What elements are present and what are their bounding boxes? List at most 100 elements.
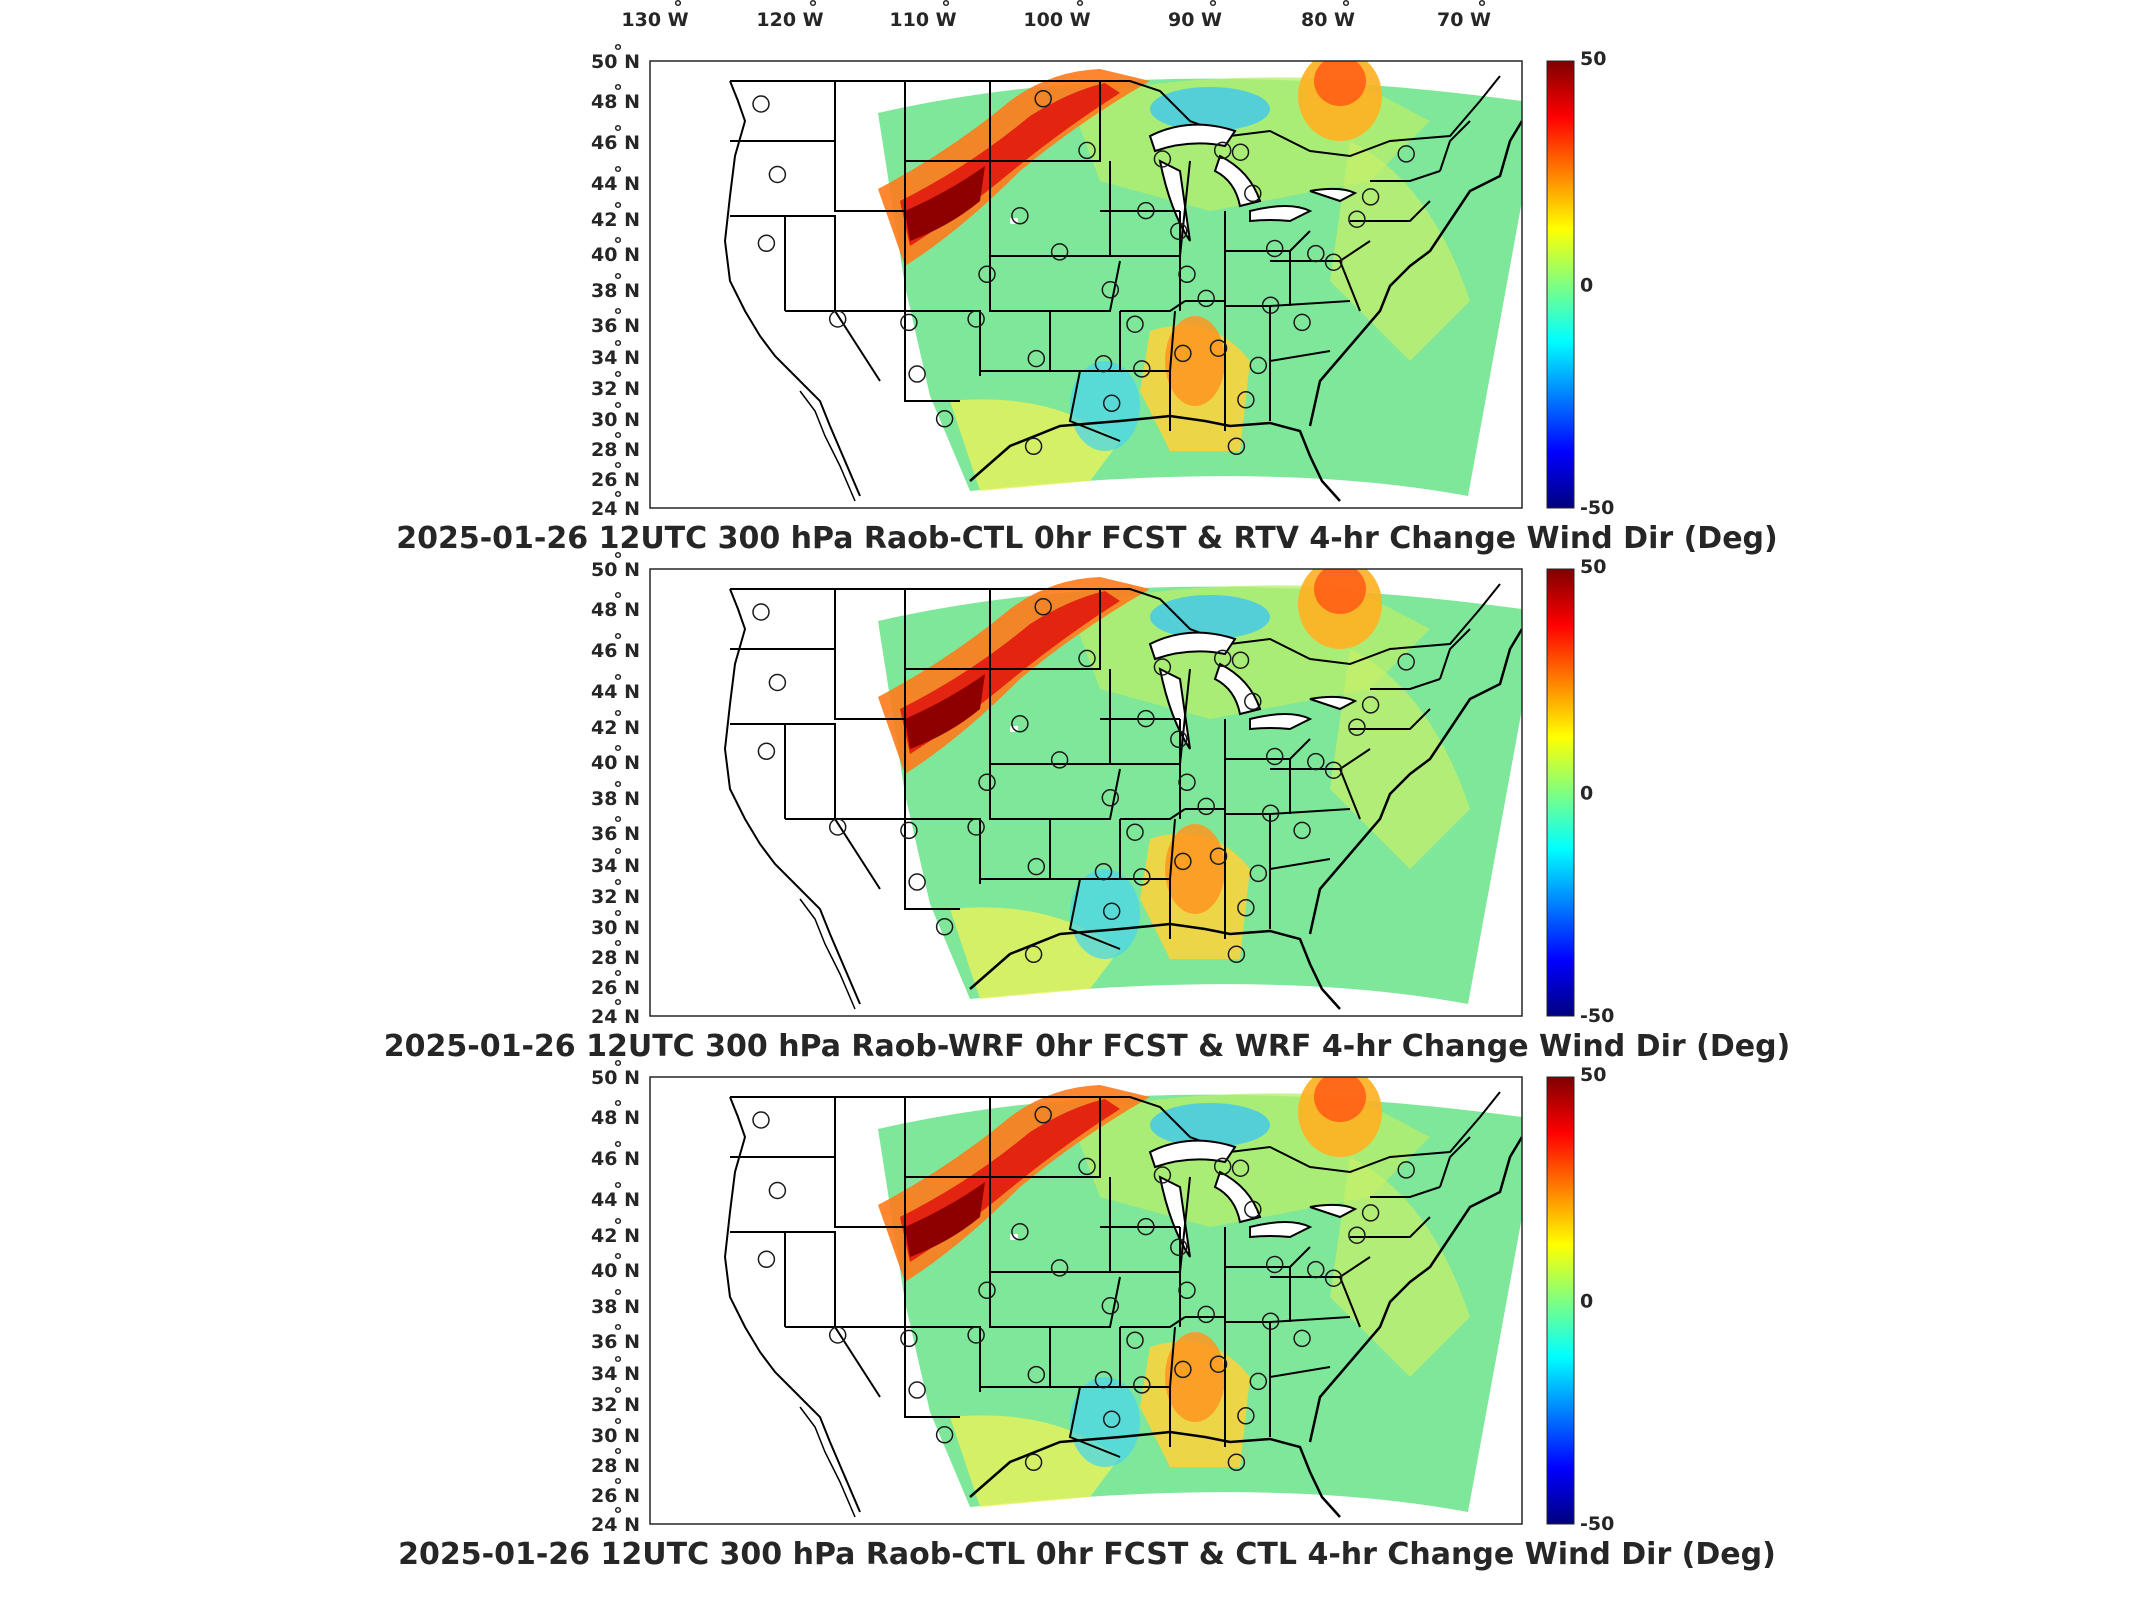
raob-station-marker xyxy=(1027,349,1046,368)
raob-station-marker xyxy=(1153,1166,1172,1184)
degree-symbol: ° xyxy=(613,549,623,571)
degree-symbol: ° xyxy=(808,0,818,19)
raob-station-marker xyxy=(1293,821,1311,840)
degree-symbol: ° xyxy=(613,1138,623,1160)
raob-station-marker xyxy=(1034,90,1052,108)
lat-tick-label: 28 N xyxy=(591,1455,640,1477)
raob-station-marker xyxy=(908,365,926,383)
panel-title: 2025-01-26 12UTC 300 hPa Raob-CTL 0hr FC… xyxy=(396,521,1778,556)
degree-symbol: ° xyxy=(613,996,623,1018)
raob-station-marker xyxy=(1126,823,1144,841)
lat-tick-label: 48 N xyxy=(591,599,640,621)
lat-tick-label: 46 N xyxy=(591,132,640,154)
axes-frame xyxy=(649,1076,1523,1525)
lat-tick-label: 44 N xyxy=(591,173,640,195)
raob-station-marker xyxy=(1050,243,1069,261)
raob-station-marker xyxy=(1249,356,1268,375)
raob-station-marker xyxy=(1213,649,1232,668)
lat-tick-label: 32 N xyxy=(591,1394,640,1416)
raob-station-marker xyxy=(1361,188,1380,206)
raob-station-marker xyxy=(1209,1355,1228,1373)
lat-tick-label: 30 N xyxy=(591,917,640,939)
degree-symbol: ° xyxy=(1341,0,1351,19)
raob-station-marker xyxy=(1307,1260,1325,1279)
raob-station-marker xyxy=(1209,847,1228,865)
raob-station-marker xyxy=(935,1426,954,1444)
raob-station-marker xyxy=(1307,244,1325,263)
lat-tick-label: 42 N xyxy=(591,717,640,739)
raob-station-marker xyxy=(1174,1360,1192,1379)
raob-station-marker xyxy=(1027,857,1046,876)
degree-symbol: ° xyxy=(673,0,683,19)
degree-symbol: ° xyxy=(613,1504,623,1526)
lat-tick-label: 34 N xyxy=(591,1363,640,1385)
raob-station-marker xyxy=(967,1326,985,1344)
degree-symbol: ° xyxy=(613,630,623,652)
raob-station-marker xyxy=(1024,1453,1043,1472)
lat-tick-label: 38 N xyxy=(591,788,640,810)
raob-station-marker xyxy=(1231,143,1250,161)
axes-frame xyxy=(649,568,1523,1017)
raob-station-marker xyxy=(1024,437,1043,456)
degree-symbol: ° xyxy=(613,1445,623,1467)
degree-symbol: ° xyxy=(613,459,623,481)
degree-symbol: ° xyxy=(613,337,623,359)
lat-tick-label: 36 N xyxy=(591,823,640,845)
raob-station-marker xyxy=(1197,797,1215,816)
degree-symbol: ° xyxy=(613,81,623,103)
raob-station-marker xyxy=(1249,1372,1268,1391)
raob-station-marker xyxy=(1293,1329,1311,1348)
raob-station-marker xyxy=(1261,804,1280,822)
raob-station-marker xyxy=(1261,1312,1280,1330)
raob-station-marker xyxy=(1102,394,1121,413)
raob-station-marker xyxy=(1197,1305,1215,1324)
raob-station-marker xyxy=(1011,715,1029,733)
colorbar-gradient xyxy=(1546,568,1575,1017)
raob-station-marker xyxy=(1237,391,1255,409)
raob-station-marker xyxy=(1249,864,1268,883)
raob-station-marker xyxy=(757,742,776,761)
lon-tick-label: 100 W xyxy=(1023,9,1090,31)
colorbar: 50 0 -50 xyxy=(1546,556,1614,1027)
raob-station-marker xyxy=(978,1281,996,1300)
raob-station-marker xyxy=(1213,141,1232,160)
raob-station-marker xyxy=(1397,1161,1415,1179)
raob-station-marker xyxy=(1178,1281,1196,1300)
lat-tick-label: 34 N xyxy=(591,855,640,877)
lat-tick-label: 40 N xyxy=(591,1260,640,1282)
degree-symbol: ° xyxy=(613,1475,623,1497)
raob-station-marker xyxy=(1231,651,1250,669)
raob-station-marker xyxy=(1324,761,1343,779)
degree-symbol: ° xyxy=(613,707,623,729)
degree-symbol: ° xyxy=(613,234,623,256)
colorbar: 50 0 -50 xyxy=(1546,48,1614,519)
raob-station-marker xyxy=(1101,281,1120,299)
colorbar: 50 0 -50 xyxy=(1546,1064,1614,1535)
colorbar-tick-min: -50 xyxy=(1580,1005,1614,1027)
lon-tick-label: 120 W xyxy=(756,9,823,31)
raob-station-marker xyxy=(1348,210,1366,228)
raob-station-marker xyxy=(1011,1223,1029,1241)
raob-station-marker xyxy=(1102,1410,1121,1429)
raob-station-marker xyxy=(1348,718,1366,736)
raob-station-marker xyxy=(757,1250,776,1269)
raob-station-marker xyxy=(1174,852,1192,871)
raob-station-marker xyxy=(1137,201,1155,220)
degree-symbol: ° xyxy=(613,488,623,510)
map-panel-2: 50 N°48 N°46 N°44 N°42 N°40 N°38 N°36 N°… xyxy=(384,549,1791,1064)
raob-station-marker xyxy=(908,1381,926,1399)
degree-symbol: ° xyxy=(1075,0,1085,19)
degree-symbol: ° xyxy=(613,1286,623,1308)
raob-station-marker xyxy=(1094,1370,1113,1389)
raob-station-marker xyxy=(1237,1407,1255,1425)
degree-symbol: ° xyxy=(613,122,623,144)
raob-station-marker xyxy=(1050,751,1069,769)
colorbar-tick-max: 50 xyxy=(1580,1064,1606,1086)
lat-tick-label: 30 N xyxy=(591,409,640,431)
lat-tick-label: 40 N xyxy=(591,752,640,774)
raob-station-marker xyxy=(1126,315,1144,333)
lat-tick-label: 24 N xyxy=(591,1006,640,1028)
raob-station-marker xyxy=(1050,1259,1069,1277)
lat-tick-label: 28 N xyxy=(591,947,640,969)
raob-station-marker xyxy=(1244,184,1262,203)
